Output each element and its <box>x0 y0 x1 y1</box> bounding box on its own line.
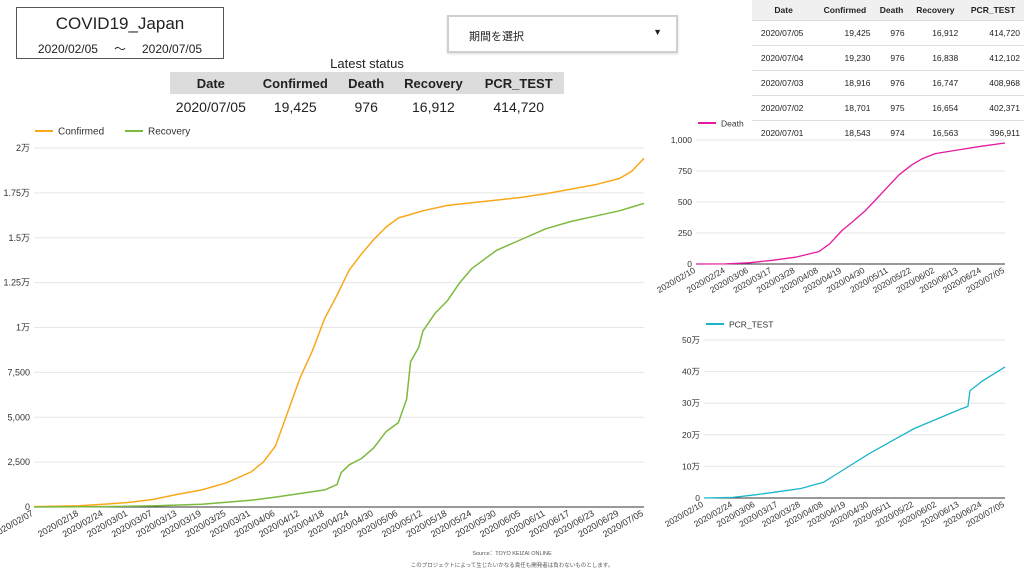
y-tick-label: 750 <box>678 166 692 176</box>
y-tick-label: 0 <box>25 502 30 512</box>
series-line-pcr-test <box>703 366 1006 499</box>
cell-recovery: 16,838 <box>908 45 963 71</box>
recent-header-recovery[interactable]: Recovery <box>908 0 963 21</box>
cell-confirmed: 18,916 <box>815 70 875 96</box>
caret-down-icon[interactable]: ▼ <box>653 27 662 37</box>
date-separator: 〜 <box>113 42 126 56</box>
source-credit: Source：TOYO KEIZAI ONLINE <box>472 551 552 557</box>
y-tick-label: 1.5万 <box>8 233 30 243</box>
y-tick-label: 40万 <box>682 367 700 377</box>
recent-header-date[interactable]: Date <box>752 0 816 21</box>
latest-status-title: Latest status <box>330 56 404 71</box>
dashboard-title: COVID19_Japan <box>55 14 185 33</box>
latest-header-row: Date Confirmed Death Recovery PCR_TEST <box>170 72 564 94</box>
legend-entry: Recovery <box>148 127 190 138</box>
series-line-death <box>695 142 1006 265</box>
cell-death: 975 <box>874 95 909 121</box>
latest-value-row: 2020/07/05 19,425 976 16,912 414,720 <box>170 94 564 120</box>
y-tick-label: 2万 <box>16 143 30 153</box>
pcr-test-chart: 010万20万30万40万50万2020/02/102020/02/242020… <box>663 320 1006 530</box>
latest-header-confirmed: Confirmed <box>251 72 339 94</box>
recent-header-row: Date Confirmed Death Recovery PCR_TEST <box>752 0 1024 21</box>
y-tick-label: 1万 <box>16 323 30 333</box>
y-tick-label: 50万 <box>682 335 700 345</box>
y-tick-label: 500 <box>678 197 692 207</box>
latest-value-death: 976 <box>354 99 378 115</box>
table-row: 2020/07/01 18,543 974 16,563 396,911 <box>752 120 1024 145</box>
cell-confirmed: 19,230 <box>815 45 875 71</box>
y-tick-label: 10万 <box>682 461 700 471</box>
cell-date: 2020/07/05 <box>752 20 816 46</box>
main-cases-chart: 0 2,500 5,000 7,500 1万 1.25万 1.5万 1.75万 2万 2020/0… <box>0 127 645 540</box>
date-from: 2020/02/05 <box>37 42 98 56</box>
series-line-confirmed <box>33 157 645 508</box>
recent-header-pcr[interactable]: PCR_TEST <box>962 0 1024 21</box>
cell-death: 974 <box>874 120 909 145</box>
period-select-label: 期間を選択 <box>469 31 524 43</box>
cell-recovery: 16,747 <box>908 70 963 96</box>
cell-confirmed: 18,701 <box>815 95 875 121</box>
y-tick-label: 1.75万 <box>3 188 30 198</box>
cell-recovery: 16,654 <box>908 95 963 121</box>
series-line-recovery <box>33 202 645 508</box>
y-tick-label: 30万 <box>682 398 700 408</box>
latest-header-pcr: PCR_TEST <box>473 72 564 94</box>
y-tick-label: 0 <box>687 259 692 269</box>
cell-pcr: 402,371 <box>962 95 1024 121</box>
legend-entry: Confirmed <box>58 127 104 138</box>
legend-entry: Death <box>721 119 744 129</box>
latest-value-confirmed: 19,425 <box>273 99 317 115</box>
cell-date: 2020/07/01 <box>752 120 816 145</box>
y-tick-label: 1.25万 <box>3 278 30 288</box>
recent-header-confirmed[interactable]: Confirmed <box>815 0 875 21</box>
y-tick-label: 5,000 <box>7 412 30 422</box>
latest-header-death: Death <box>338 72 394 94</box>
y-tick-label: 0 <box>695 493 700 503</box>
latest-value-recovery: 16,912 <box>412 99 455 115</box>
table-row: 2020/07/02 18,701 975 16,654 402,371 <box>752 95 1024 121</box>
cell-death: 976 <box>874 70 909 96</box>
recent-header-death[interactable]: Death <box>874 0 909 21</box>
table-row: 2020/07/03 18,916 976 16,747 408,968 <box>752 70 1024 96</box>
recent-data-table: Date Confirmed Death Recovery PCR_TEST 2… <box>752 0 1024 145</box>
y-tick-label: 250 <box>678 228 692 238</box>
cell-date: 2020/07/04 <box>752 45 816 71</box>
latest-header-recovery: Recovery <box>393 72 474 94</box>
cell-death: 976 <box>874 20 909 46</box>
y-tick-label: 1,000 <box>671 135 693 145</box>
cell-pcr: 396,911 <box>962 120 1024 145</box>
latest-value-date: 2020/07/05 <box>175 99 246 115</box>
disclaimer: このプロジェクトによって生じたいかなる責任も開発者は負わないものとします。 <box>410 563 614 569</box>
cell-pcr: 408,968 <box>962 70 1024 96</box>
cell-confirmed: 18,543 <box>815 120 875 145</box>
cell-pcr: 414,720 <box>962 20 1024 46</box>
legend-entry: PCR_TEST <box>729 320 773 330</box>
date-to: 2020/07/05 <box>142 42 203 56</box>
y-tick-label: 20万 <box>682 430 700 440</box>
table-row: 2020/07/05 19,425 976 16,912 414,720 <box>752 20 1024 46</box>
cell-recovery: 16,912 <box>908 20 963 46</box>
cell-pcr: 412,102 <box>962 45 1024 71</box>
latest-header-date: Date <box>170 72 252 94</box>
cell-recovery: 16,563 <box>908 120 963 145</box>
y-tick-label: 7,500 <box>7 367 30 377</box>
table-row: 2020/07/04 19,230 976 16,838 412,102 <box>752 45 1024 71</box>
cell-date: 2020/07/03 <box>752 70 816 96</box>
latest-status-table: Date Confirmed Death Recovery PCR_TEST 2… <box>170 72 564 120</box>
cell-confirmed: 19,425 <box>815 20 875 46</box>
cell-death: 976 <box>874 45 909 71</box>
y-tick-label: 2,500 <box>7 457 30 467</box>
period-select-dropdown[interactable]: 期間を選択 ▼ <box>447 15 678 53</box>
death-chart: 02505007501,0002020/02/102020/02/242020/… <box>655 119 1006 296</box>
cell-date: 2020/07/02 <box>752 95 816 121</box>
date-range: 2020/02/05 〜 2020/07/05 <box>17 40 223 57</box>
x-tick-label: 2020/02/07 <box>0 508 35 539</box>
latest-value-pcr: 414,720 <box>493 99 544 115</box>
dashboard-title-box: COVID19_Japan 2020/02/05 〜 2020/07/05 <box>16 7 224 59</box>
